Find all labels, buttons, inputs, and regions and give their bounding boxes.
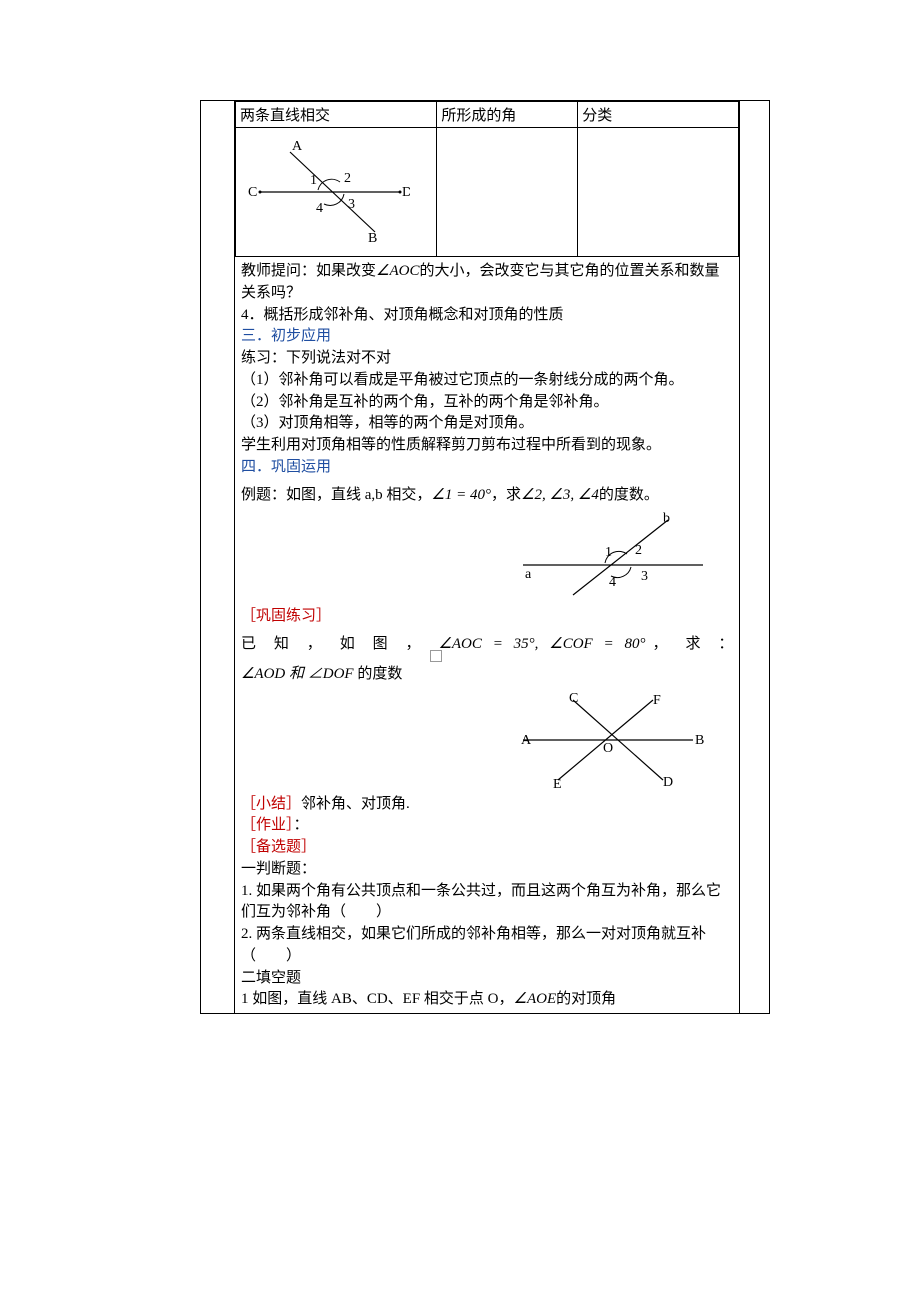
judge-2: 2. 两条直线相交，如果它们所成的邻补角相等，那么一对对顶角就互补（ ）	[241, 924, 733, 968]
header-col1: 两条直线相交	[235, 102, 436, 128]
practice-lead: 练习：下列说法对不对	[241, 348, 733, 370]
summary-label: ［小结］	[241, 796, 301, 812]
homework-colon: ：	[294, 817, 309, 833]
homework-line: ［作业］：	[241, 815, 733, 837]
teacher-q-pre: 教师提问：如果改变	[241, 263, 376, 279]
fig3-E: E	[553, 777, 562, 790]
example-angles: ∠2, ∠3, ∠4	[521, 487, 599, 503]
main-cell: 两条直线相交 所形成的角 分类	[234, 101, 739, 1014]
practice-2: （2）邻补角是互补的两个角，互补的两个角是邻补角。	[241, 392, 733, 414]
practice-3: （3）对顶角相等，相等的两个角是对顶角。	[241, 413, 733, 435]
fig1-label-A: A	[292, 139, 303, 154]
optional-heading: ［备选题］	[241, 837, 733, 859]
fill1-post: 的对顶角	[556, 991, 616, 1007]
fig3-F: F	[653, 693, 661, 708]
known-post: 的度数	[354, 666, 403, 682]
fill-1: 1 如图，直线 AB、CD、EF 相交于点 O，∠AOE的对顶角	[241, 989, 733, 1011]
header-col3: 分类	[578, 102, 739, 128]
fig3-C: C	[569, 691, 578, 706]
teacher-q-angle: ∠AOC	[376, 263, 419, 279]
fig2-label-3: 3	[641, 569, 648, 584]
item-4: 4．概括形成邻补角、对顶角概念和对顶角的性质	[241, 305, 733, 327]
example-eq: ∠1 = 40°	[431, 487, 491, 503]
section-3-heading: 三．初步应用	[241, 326, 733, 348]
fig2-label-2: 2	[635, 543, 642, 558]
fig3-A: A	[521, 733, 532, 748]
fig2-label-1: 1	[605, 545, 612, 560]
consolidate-heading: ［巩固练习］	[241, 606, 733, 628]
fig1-label-1: 1	[310, 173, 317, 188]
student-observation: 学生利用对顶角相等的性质解释剪刀剪布过程中所看到的现象。	[241, 435, 733, 457]
fig2-label-a: a	[525, 567, 532, 582]
known-eq: ∠AOC = 35°, ∠COF = 80°	[438, 636, 645, 652]
figure1-cell: A B C D 1 2 3 4	[235, 128, 436, 257]
fill1-angle: ∠AOE	[514, 991, 557, 1007]
cursor-marker	[430, 650, 442, 662]
summary-line: ［小结］邻补角、对顶角.	[241, 794, 733, 816]
fig1-label-D: D	[402, 185, 410, 200]
known-line-1: 已 知 ， 如 图 ， ∠AOC = 35°, ∠COF = 80°， 求 ：	[241, 634, 733, 656]
layout-table: 两条直线相交 所形成的角 分类	[200, 100, 770, 1014]
judge-heading: 一判断题：	[241, 859, 733, 881]
empty-col2	[437, 128, 578, 257]
practice-1: （1）邻补角可以看成是平角被过它顶点的一条射线分成的两个角。	[241, 370, 733, 392]
fig3-B: B	[695, 733, 704, 748]
section-4-heading: 四．巩固运用	[241, 457, 733, 479]
fill1-pre: 1 如图，直线 AB、CD、EF 相交于点 O，	[241, 991, 514, 1007]
empty-col3	[578, 128, 739, 257]
figure3-svg: A B C F E D O	[503, 690, 713, 790]
example-pre: 例题：如图，直线 a,b 相交，	[241, 487, 431, 503]
summary-text: 邻补角、对顶角.	[301, 796, 410, 812]
example-mid: ，求	[491, 487, 521, 503]
header-col2: 所形成的角	[437, 102, 578, 128]
homework-label: ［作业］	[241, 817, 294, 833]
fig1-label-C: C	[248, 185, 257, 200]
content-block: 教师提问：如果改变∠AOC的大小，会改变它与其它角的位置关系和数量关系吗？ 4．…	[235, 257, 739, 1013]
right-margin-cell	[740, 101, 770, 1014]
fig3-O: O	[603, 741, 613, 756]
fig1-label-2: 2	[344, 171, 351, 186]
example-post: 的度数。	[599, 487, 659, 503]
left-margin-cell	[201, 101, 235, 1014]
known-line-2: ∠AOD 和 ∠DOF 的度数	[241, 664, 733, 686]
judge-1: 1. 如果两个角有公共顶点和一条公共过，而且这两个角互为补角，那么它们互为邻补角…	[241, 881, 733, 925]
fig2-label-b: b	[663, 511, 670, 526]
teacher-question: 教师提问：如果改变∠AOC的大小，会改变它与其它角的位置关系和数量关系吗？	[241, 261, 733, 305]
known-ask: ∠AOD 和 ∠DOF	[241, 666, 354, 682]
fill-heading: 二填空题	[241, 968, 733, 990]
fig2-label-4: 4	[609, 575, 616, 590]
fig3-D: D	[663, 775, 673, 790]
figure1-svg: A B C D 1 2 3 4	[240, 132, 410, 247]
document-page: 两条直线相交 所形成的角 分类	[0, 0, 920, 1302]
fig1-label-3: 3	[348, 197, 355, 212]
fig1-label-B: B	[368, 231, 377, 246]
known-mid: ， 求 ：	[645, 636, 733, 652]
figure2-svg: a b 1 2 3 4	[513, 510, 713, 600]
example-line: 例题：如图，直线 a,b 相交，∠1 = 40°，求∠2, ∠3, ∠4的度数。	[241, 485, 733, 507]
header-table: 两条直线相交 所形成的角 分类	[235, 101, 739, 257]
fig1-label-4: 4	[316, 201, 323, 216]
known-pre: 已 知 ， 如 图 ，	[241, 636, 438, 652]
